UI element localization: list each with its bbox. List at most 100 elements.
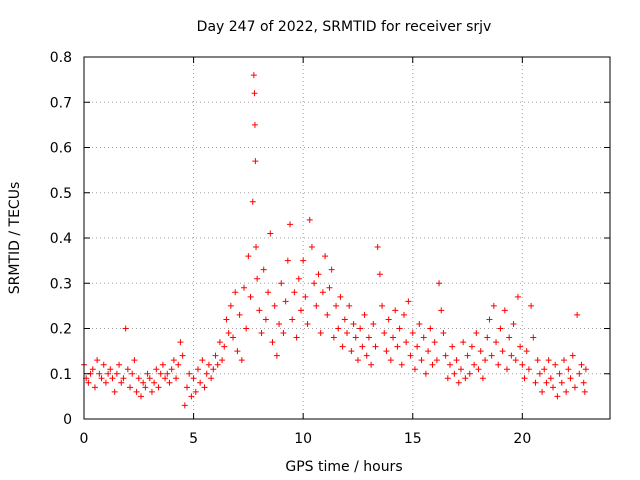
data-point: [253, 244, 260, 251]
data-point: [282, 298, 289, 305]
data-point: [580, 379, 587, 386]
data-point: [243, 325, 250, 332]
data-point: [525, 366, 532, 373]
data-point: [254, 275, 261, 282]
data-point: [197, 379, 204, 386]
data-point: [460, 339, 467, 346]
data-point: [219, 357, 226, 364]
data-point: [414, 343, 421, 350]
x-tick-label: 15: [404, 431, 422, 447]
data-point: [146, 375, 153, 382]
data-point: [313, 302, 320, 309]
data-point: [100, 361, 107, 368]
data-point: [484, 334, 491, 341]
data-point: [390, 334, 397, 341]
data-point: [91, 384, 98, 391]
data-point: [341, 316, 348, 323]
data-point: [250, 72, 257, 79]
data-point: [278, 280, 285, 287]
data-point: [447, 361, 454, 368]
data-point: [519, 361, 526, 368]
data-point: [455, 379, 462, 386]
data-point: [109, 375, 116, 382]
data-point: [543, 379, 550, 386]
data-point: [151, 379, 158, 386]
x-tick-label: 5: [189, 431, 198, 447]
data-point: [328, 266, 335, 273]
data-point: [168, 366, 175, 373]
data-point: [348, 348, 355, 355]
data-point: [137, 393, 144, 400]
data-point: [558, 379, 565, 386]
data-point: [571, 384, 578, 391]
data-point: [451, 370, 458, 377]
data-point: [462, 375, 469, 382]
data-point: [289, 316, 296, 323]
data-point: [256, 307, 263, 314]
x-tick-labels: 0 5 10 15 20: [80, 431, 532, 447]
data-point: [517, 343, 524, 350]
data-point: [563, 388, 570, 395]
data-point: [405, 298, 412, 305]
data-point: [120, 375, 127, 382]
data-point: [490, 302, 497, 309]
data-point: [457, 366, 464, 373]
data-point: [429, 361, 436, 368]
data-point: [569, 352, 576, 359]
data-point: [541, 366, 548, 373]
data-point: [444, 375, 451, 382]
data-point: [129, 370, 136, 377]
data-point: [223, 316, 230, 323]
data-point: [311, 280, 318, 287]
data-point: [85, 379, 92, 386]
data-point: [227, 302, 234, 309]
data-point: [245, 253, 252, 260]
data-point: [453, 357, 460, 364]
data-point: [344, 330, 350, 337]
data-point: [370, 320, 377, 327]
data-point: [111, 388, 118, 395]
y-tick-label: 0.6: [50, 141, 72, 157]
data-point: [113, 370, 120, 377]
data-point: [153, 366, 160, 373]
data-point: [368, 361, 375, 368]
data-point: [512, 357, 519, 364]
grid: [84, 57, 610, 419]
data-point: [339, 343, 346, 350]
data-point: [262, 316, 269, 323]
data-point: [422, 370, 429, 377]
y-tick-label: 0: [63, 412, 72, 428]
data-point: [383, 348, 390, 355]
data-point: [186, 370, 193, 377]
data-point: [510, 320, 517, 327]
data-point: [252, 158, 259, 165]
data-point: [330, 334, 337, 341]
data-point: [225, 330, 232, 337]
data-point: [214, 361, 221, 368]
data-point: [497, 325, 504, 332]
data-point: [501, 307, 508, 314]
data-point: [372, 343, 379, 350]
y-tick-label: 0.4: [50, 231, 72, 247]
data-point: [276, 320, 283, 327]
data-point: [556, 370, 563, 377]
data-point: [148, 388, 155, 395]
data-point: [210, 366, 217, 373]
data-point: [232, 289, 239, 296]
y-tick-label: 0.7: [50, 95, 72, 111]
data-point: [203, 370, 210, 377]
data-point: [581, 388, 588, 395]
y-tick-labels: 0 0.1 0.2 0.3 0.4 0.5 0.6 0.7 0.8: [50, 50, 72, 428]
data-point: [425, 348, 432, 355]
data-point: [181, 402, 188, 409]
data-point: [550, 384, 557, 391]
data-point: [392, 307, 399, 314]
data-point: [297, 307, 304, 314]
data-point: [144, 370, 151, 377]
data-point: [514, 293, 521, 300]
data-point: [267, 230, 274, 237]
data-points: [81, 72, 589, 409]
data-point: [216, 339, 223, 346]
data-point: [567, 375, 574, 382]
data-point: [251, 121, 258, 128]
